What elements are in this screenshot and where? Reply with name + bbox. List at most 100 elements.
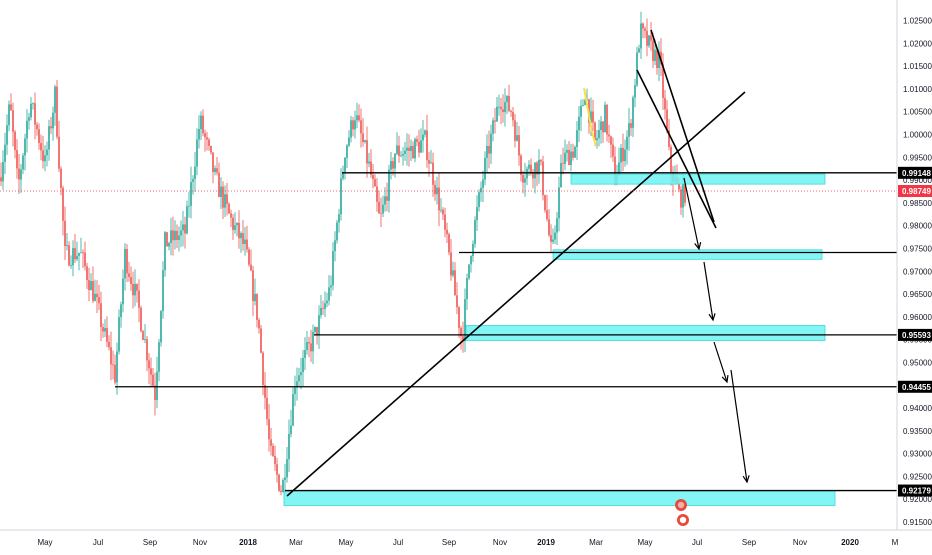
x-tick-label: Jul xyxy=(692,538,702,547)
candle-body xyxy=(146,339,148,361)
time-axis[interactable]: May Jul Sep Nov 2018 Mar May Jul Sep Nov 2019 Mar Ma… xyxy=(37,538,898,547)
candle-body xyxy=(24,138,26,156)
candle-body xyxy=(464,299,466,342)
candle-body xyxy=(220,186,222,197)
candle-body xyxy=(60,168,62,188)
candle-body xyxy=(76,255,78,260)
candle-body xyxy=(578,116,580,131)
candle-body xyxy=(396,145,398,154)
support-zone xyxy=(465,325,826,341)
candle-body xyxy=(414,139,416,159)
projection-arrow xyxy=(730,369,748,483)
candle-body xyxy=(646,30,648,46)
highlight-stroke xyxy=(583,87,597,147)
candle-body xyxy=(286,459,288,478)
candle-body xyxy=(174,230,176,241)
candle-body xyxy=(562,163,564,164)
candle-body xyxy=(412,145,414,159)
candle-body xyxy=(154,385,156,400)
candle-body xyxy=(650,35,652,41)
arrow-head xyxy=(694,242,702,251)
candle-body xyxy=(402,153,404,156)
candle-body xyxy=(112,364,114,366)
x-tick-label: Mar xyxy=(589,538,603,547)
candle-body xyxy=(206,137,208,140)
candle-body xyxy=(452,270,454,276)
candle-body xyxy=(390,161,392,170)
x-tick-label: Jul xyxy=(393,538,403,547)
price-level-tag xyxy=(898,484,932,497)
candle-body xyxy=(88,280,90,291)
candle-body xyxy=(78,252,80,256)
candle-body xyxy=(192,179,194,182)
y-tick-label: 0.96000 xyxy=(903,313,932,322)
candle-body xyxy=(250,264,252,271)
candle-body xyxy=(282,480,284,492)
candle-body xyxy=(442,209,444,215)
y-tick-label: 1.01500 xyxy=(903,62,932,71)
candle-body xyxy=(336,222,338,241)
candle-body xyxy=(138,290,140,308)
candle-body xyxy=(266,397,268,420)
candle-body xyxy=(636,52,638,86)
candle-body xyxy=(546,210,548,220)
candle-body xyxy=(322,308,324,309)
candle-body xyxy=(230,213,232,218)
candle-body xyxy=(198,129,200,140)
candle-body xyxy=(404,150,406,154)
candle-body xyxy=(424,130,426,135)
candle-body xyxy=(338,214,340,223)
candle-body xyxy=(430,162,432,164)
candle-body xyxy=(508,95,510,111)
candle-body xyxy=(304,350,306,358)
candle-body xyxy=(14,131,16,151)
candle-body xyxy=(628,123,630,137)
candle-body xyxy=(34,103,36,125)
candle-body xyxy=(182,224,184,231)
candle-body xyxy=(366,140,368,164)
candle-body xyxy=(592,111,594,123)
x-tick-label: 2020 xyxy=(841,538,859,547)
candle-body xyxy=(392,161,394,169)
price-axis[interactable]: 1.02500 1.02000 1.01500 1.01000 1.00500 1.000… xyxy=(898,17,932,528)
candle-body xyxy=(502,109,504,113)
candle-body xyxy=(394,153,396,169)
candle-body xyxy=(236,222,238,226)
candle-body xyxy=(378,201,380,214)
y-tick-label: 1.02500 xyxy=(903,17,932,26)
candle-body xyxy=(462,336,464,342)
candle-body xyxy=(528,164,530,169)
candle-body xyxy=(662,64,664,98)
candle-body xyxy=(372,174,374,180)
candle-body xyxy=(472,243,474,257)
candle-body xyxy=(170,230,172,244)
x-tick-label: M xyxy=(892,538,899,547)
candle-body xyxy=(666,109,668,131)
candle-body xyxy=(550,235,552,242)
y-tick-label: 0.92000 xyxy=(903,495,932,504)
candle-body xyxy=(598,130,600,139)
candle-body xyxy=(288,433,290,460)
candle-body xyxy=(590,111,592,123)
candle-body xyxy=(226,194,228,204)
candle-body xyxy=(614,156,616,184)
candle-body xyxy=(100,303,102,328)
candle-body xyxy=(124,248,126,279)
projection-arrow xyxy=(713,341,728,383)
drawings-layer xyxy=(115,29,897,497)
candle-body xyxy=(270,439,272,446)
x-tick-label: Mar xyxy=(289,538,303,547)
y-tick-label: 1.01000 xyxy=(903,85,932,94)
candle-body xyxy=(340,178,342,215)
candle-body xyxy=(386,196,388,201)
candle-body xyxy=(128,273,130,277)
candle-body xyxy=(512,112,514,121)
candle-body xyxy=(110,347,112,365)
price-level-label: 0.99148 xyxy=(902,169,931,178)
candle-body xyxy=(486,145,488,158)
candle-body xyxy=(626,136,628,150)
candle-body xyxy=(256,293,258,321)
candle-body xyxy=(330,285,332,288)
candle-body xyxy=(228,203,230,214)
candle-body xyxy=(118,317,120,352)
